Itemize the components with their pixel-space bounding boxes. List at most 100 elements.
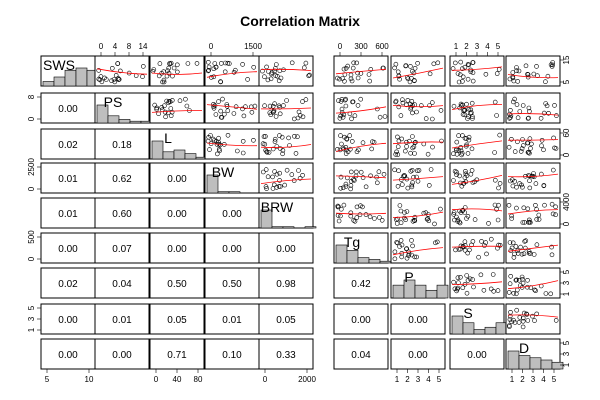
- scatter-point: [354, 149, 360, 154]
- bottom-axis-tick-label: 3: [531, 375, 536, 384]
- histogram-bar: [217, 191, 230, 194]
- scatter-point: [116, 77, 122, 82]
- scatter-point: [211, 106, 217, 111]
- scatter-point: [520, 143, 526, 148]
- scatter-point: [267, 110, 273, 115]
- scatter-point: [219, 115, 225, 120]
- scatter-point: [217, 148, 222, 153]
- top-axis-tick-label: 600: [375, 42, 389, 51]
- scatter-point: [395, 144, 401, 149]
- histogram-bar: [42, 81, 55, 87]
- cell-frame: [258, 232, 314, 264]
- matrix-cell-bw-tg: [333, 162, 389, 194]
- p-value-label: 0.00: [112, 350, 132, 361]
- variable-label: P: [404, 269, 413, 285]
- scatter-point: [486, 221, 491, 226]
- left-axis-tick-label: 0: [27, 186, 36, 191]
- scatter-point: [282, 182, 288, 188]
- scatter-point: [474, 177, 480, 183]
- scatter-point: [553, 212, 558, 217]
- cell-frame: [94, 232, 150, 264]
- scatter-point: [209, 75, 214, 80]
- scatter-point: [462, 248, 468, 253]
- smoother-line: [507, 74, 559, 79]
- right-axis-tick-label: 15: [562, 55, 571, 64]
- matrix-cell-l-ps: 0.18: [94, 128, 150, 160]
- p-value-label: 0.60: [112, 209, 132, 220]
- scatter-point: [306, 73, 312, 79]
- scatter-point: [516, 277, 522, 283]
- smoother-line: [507, 113, 559, 116]
- scatter-point: [338, 206, 344, 212]
- cell-frame: [94, 197, 150, 229]
- scatter-point: [349, 139, 355, 144]
- scatter-point: [508, 273, 514, 279]
- scatter-point: [512, 179, 518, 184]
- scatter-point: [404, 209, 410, 214]
- bottom-axis-tick-label: 5: [552, 375, 557, 384]
- scatter-point: [484, 251, 489, 257]
- scatter-point: [525, 72, 530, 77]
- scatter-point: [215, 151, 220, 157]
- smoother-line: [335, 68, 387, 75]
- scatter-point: [462, 112, 468, 118]
- scatter-point: [459, 151, 465, 156]
- scatter-point: [268, 71, 274, 77]
- scatter-point: [402, 210, 407, 215]
- smoother-line: [451, 104, 503, 110]
- scatter-point: [339, 106, 345, 112]
- scatter-point: [411, 217, 417, 223]
- right-axis-tick-label: 1: [562, 362, 571, 367]
- scatter-point: [222, 69, 228, 75]
- scatter-point: [360, 140, 366, 145]
- left-axis-tick-label: 0: [27, 116, 36, 121]
- scatter-point: [355, 70, 360, 76]
- scatter-point: [534, 311, 540, 317]
- cell-frame: [149, 232, 205, 264]
- scatter-point: [194, 61, 200, 66]
- smoother-line: [451, 175, 503, 185]
- scatter-point: [527, 220, 533, 225]
- scatter-point: [455, 217, 461, 223]
- scatter-point: [532, 318, 537, 323]
- scatter-point: [400, 100, 406, 106]
- matrix-cell-s-s: S: [449, 303, 508, 335]
- histogram-bar: [129, 120, 142, 124]
- scatter-point: [392, 249, 398, 255]
- scatter-point: [460, 207, 466, 213]
- variable-label: BRW: [261, 199, 294, 215]
- scatter-point: [343, 184, 349, 189]
- scatter-point: [507, 76, 513, 82]
- matrix-cell-sws-brw: [258, 55, 314, 87]
- scatter-point: [470, 60, 476, 65]
- scatter-point: [438, 206, 443, 212]
- cell-frame: [149, 55, 205, 87]
- scatter-point: [458, 59, 464, 65]
- p-value-label: 0.02: [58, 140, 78, 151]
- scatter-point: [511, 78, 517, 84]
- scatter-point: [167, 61, 172, 66]
- p-value-label: 0.00: [408, 350, 428, 361]
- scatter-point: [263, 184, 269, 189]
- matrix-cell-d-ps: 0.00: [94, 338, 150, 370]
- p-value-label: 0.00: [467, 350, 487, 361]
- scatter-point: [393, 152, 399, 157]
- scatter-point: [341, 66, 347, 72]
- scatter-point: [408, 104, 414, 110]
- scatter-point: [452, 60, 458, 66]
- scatter-point: [354, 215, 360, 220]
- p-value-label: 0.00: [58, 104, 78, 115]
- scatter-point: [457, 173, 462, 179]
- scatter-point: [509, 137, 514, 142]
- left-axis-tick-label: 1: [27, 327, 36, 332]
- scatter-point: [510, 74, 516, 80]
- cell-frame: [333, 267, 389, 299]
- matrix-cell-tg-bw: 0.00: [204, 232, 260, 264]
- scatter-point: [526, 251, 532, 256]
- scatter-point: [169, 109, 175, 115]
- scatter-point: [112, 79, 118, 85]
- histogram-bar: [162, 151, 175, 160]
- scatter-point: [303, 97, 309, 102]
- scatter-point: [522, 245, 528, 251]
